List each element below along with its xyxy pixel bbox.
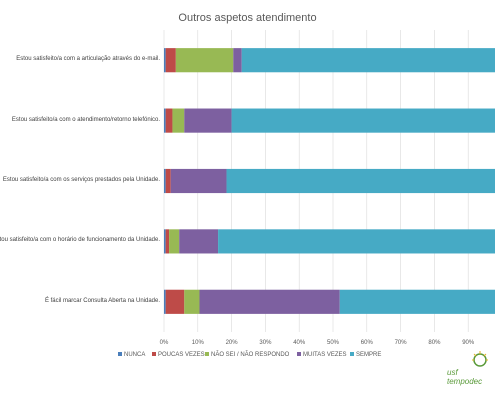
bar-segment (179, 229, 219, 254)
bar-segment (165, 229, 170, 254)
bar-segment (164, 108, 166, 133)
bar-segment (231, 108, 495, 133)
x-tick-label: 20% (226, 340, 239, 346)
category-label: Estou satisfeito/a com os serviços prest… (2, 177, 160, 183)
x-tick-label: 90% (462, 340, 475, 346)
bar-segment (164, 229, 166, 254)
bar-segment (169, 229, 180, 254)
bar-segment (172, 108, 185, 133)
bar-segment (241, 48, 495, 73)
bar-segment (339, 289, 495, 314)
legend-swatch (350, 352, 354, 356)
x-tick-label: 60% (361, 340, 374, 346)
bar-segment (165, 168, 171, 194)
category-label: Estou satisfeito/a com o horário de func… (0, 237, 160, 244)
x-tick-label: 50% (327, 340, 340, 346)
x-tick-label: 70% (395, 340, 408, 346)
chart-title: Outros aspetos atendimento (178, 12, 317, 24)
bar-segment (199, 289, 340, 314)
legend-label: NUNCA (124, 352, 145, 358)
brand-logo (470, 350, 490, 375)
category-label: É fácil marcar Consulta Aberta na Unidad… (44, 297, 160, 304)
bar-segment (218, 229, 495, 254)
brand-text: usf tempodec (447, 368, 483, 386)
bar-segment (233, 48, 242, 73)
legend-swatch (118, 352, 122, 356)
bar-segment (226, 168, 495, 194)
sun-logo-icon (472, 351, 488, 367)
bar-segment (165, 48, 176, 73)
category-label: Estou satisfeito/a com o atendimento/ret… (11, 116, 160, 123)
bar-segment (165, 108, 173, 133)
bar-segment (170, 168, 227, 194)
legend-label: POUCAS VEZES (158, 352, 205, 358)
x-tick-label: 40% (293, 340, 306, 346)
legend-swatch (152, 352, 156, 356)
x-tick-label: 80% (428, 340, 441, 346)
bar-segment (164, 168, 166, 194)
x-tick-label: 10% (192, 340, 205, 346)
legend-label: SEMPRE (356, 352, 381, 358)
legend-swatch (205, 352, 209, 356)
legend-label: MUITAS VEZES (303, 352, 347, 358)
bar-segment (165, 289, 185, 314)
bar-segment (164, 289, 166, 314)
category-label: Estou satisfeito/a com a articulação atr… (16, 56, 160, 63)
bar-segment (184, 108, 232, 133)
bar-segment (164, 48, 166, 73)
legend-swatch (297, 352, 301, 356)
x-tick-label: 30% (259, 340, 272, 346)
x-tick-label: 0% (160, 340, 169, 346)
legend-label: NÃO SEI / NÃO RESPONDO (211, 351, 290, 358)
bar-segment (184, 289, 200, 314)
bar-segment (175, 48, 234, 73)
